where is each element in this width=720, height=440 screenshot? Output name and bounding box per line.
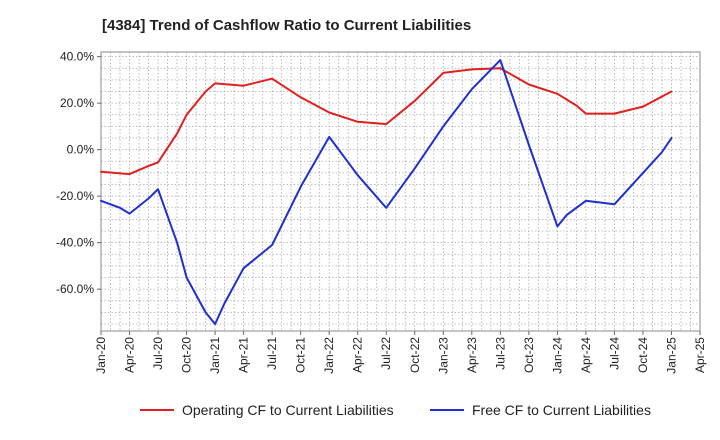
x-tick-label: Apr-20 xyxy=(123,337,137,373)
x-tick-label: Apr-23 xyxy=(465,337,479,373)
x-tick-label: Apr-25 xyxy=(693,337,707,373)
x-tick-label: Oct-24 xyxy=(636,337,650,373)
x-tick-label: Apr-21 xyxy=(237,337,251,373)
x-tick-label: Jul-24 xyxy=(607,337,621,370)
x-tick-label: Jan-22 xyxy=(322,337,336,374)
y-tick-label: -20.0% xyxy=(56,189,94,203)
plot-area xyxy=(100,51,701,332)
series-line-free-cf xyxy=(100,59,673,325)
y-tick-label: -40.0% xyxy=(56,236,94,250)
series-lines xyxy=(100,59,673,325)
x-tick-label: Oct-23 xyxy=(522,337,536,373)
x-tick-label: Oct-22 xyxy=(408,337,422,373)
legend: Operating CF to Current Liabilities Free … xyxy=(140,402,651,418)
legend-label: Operating CF to Current Liabilities xyxy=(182,402,394,418)
y-tick-label: 0.0% xyxy=(67,143,95,157)
x-tick-label: Jul-22 xyxy=(379,337,393,370)
x-axis-ticks: Jan-20 Apr-20 Jul-20 Oct-20 Jan-21 Apr-21 Jul-… xyxy=(94,331,707,374)
x-tick-label: Jul-23 xyxy=(493,337,507,370)
x-tick-label: Jul-21 xyxy=(265,337,279,370)
y-tick-label: 20.0% xyxy=(60,96,94,110)
x-tick-label: Oct-20 xyxy=(180,337,194,373)
y-tick-label: -60.0% xyxy=(56,282,94,296)
y-axis-ticks: 40.0% 20.0% 0.0% -20.0% -40.0% -60.0% xyxy=(56,50,101,296)
y-tick-label: 40.0% xyxy=(60,50,94,64)
x-tick-label: Apr-24 xyxy=(579,337,593,373)
series-line-operating-cf xyxy=(100,67,673,176)
x-tick-label: Apr-22 xyxy=(351,337,365,373)
x-tick-label: Jan-25 xyxy=(664,337,678,374)
x-tick-label: Oct-21 xyxy=(294,337,308,373)
x-tick-label: Jan-24 xyxy=(550,337,564,374)
x-tick-label: Jul-20 xyxy=(151,337,165,370)
grid xyxy=(100,52,701,331)
legend-label: Free CF to Current Liabilities xyxy=(472,402,651,418)
x-tick-label: Jan-23 xyxy=(436,337,450,374)
x-tick-label: Jan-20 xyxy=(94,337,108,374)
chart-title: [4384] Trend of Cashflow Ratio to Curren… xyxy=(102,17,471,34)
x-tick-label: Jan-21 xyxy=(208,337,222,374)
